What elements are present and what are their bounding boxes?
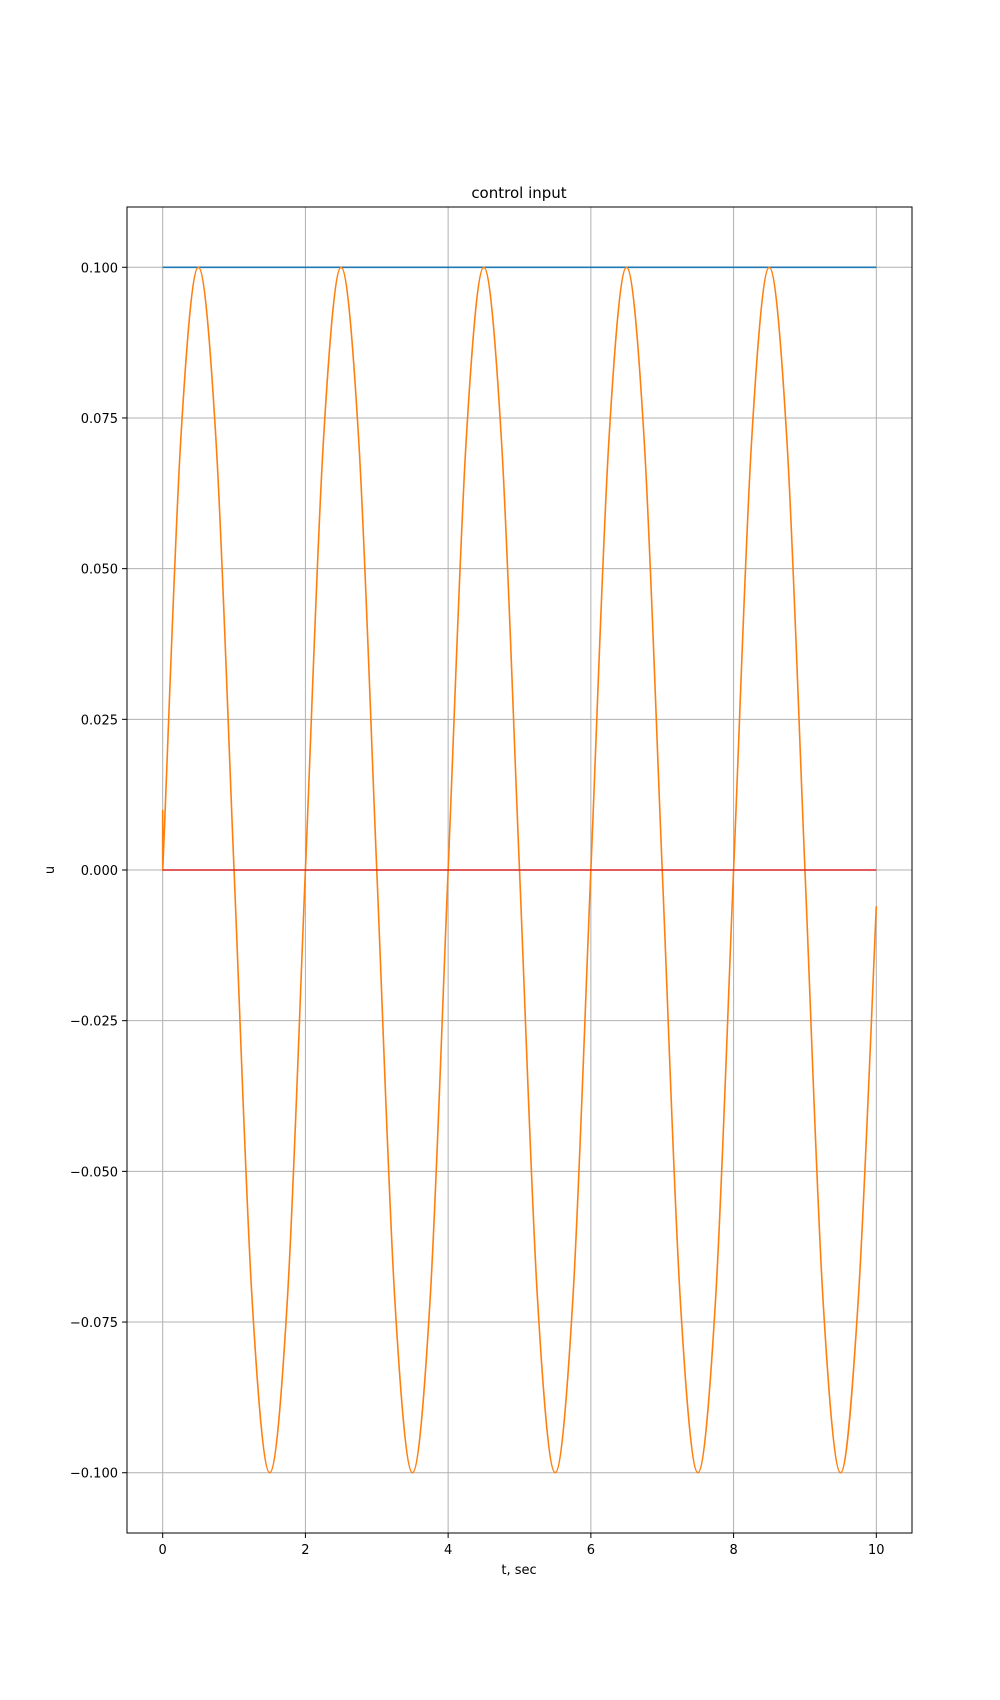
x-tick-label-4: 8 (729, 1543, 737, 1558)
y-tick-label-7: −0.075 (70, 1316, 118, 1331)
y-tick-label-6: −0.050 (70, 1165, 118, 1180)
y-tick-label-2: 0.050 (81, 563, 118, 578)
x-axis-label: t, sec (501, 1563, 536, 1578)
y-tick-label-0: 0.100 (81, 261, 118, 276)
series-layer (161, 266, 878, 1474)
x-tick-label-3: 6 (587, 1543, 595, 1558)
y-axis-label: u (43, 866, 58, 874)
x-tick-label-0: 0 (159, 1543, 167, 1558)
ticks: 0 2 4 6 8 10 0.100 0.075 0.050 0.025 0.000 −0.025 −0… (70, 261, 885, 1558)
x-tick-label-2: 4 (444, 1543, 452, 1558)
y-tick-label-8: −0.100 (70, 1467, 118, 1482)
y-tick-label-5: −0.025 (70, 1015, 118, 1030)
chart-title: control input (471, 184, 566, 202)
y-tick-label-3: 0.025 (81, 713, 118, 728)
x-tick-label-1: 2 (301, 1543, 309, 1558)
y-tick-label-4: 0.000 (81, 864, 118, 879)
y-tick-label-1: 0.075 (81, 412, 118, 427)
x-tick-label-5: 10 (868, 1543, 885, 1558)
